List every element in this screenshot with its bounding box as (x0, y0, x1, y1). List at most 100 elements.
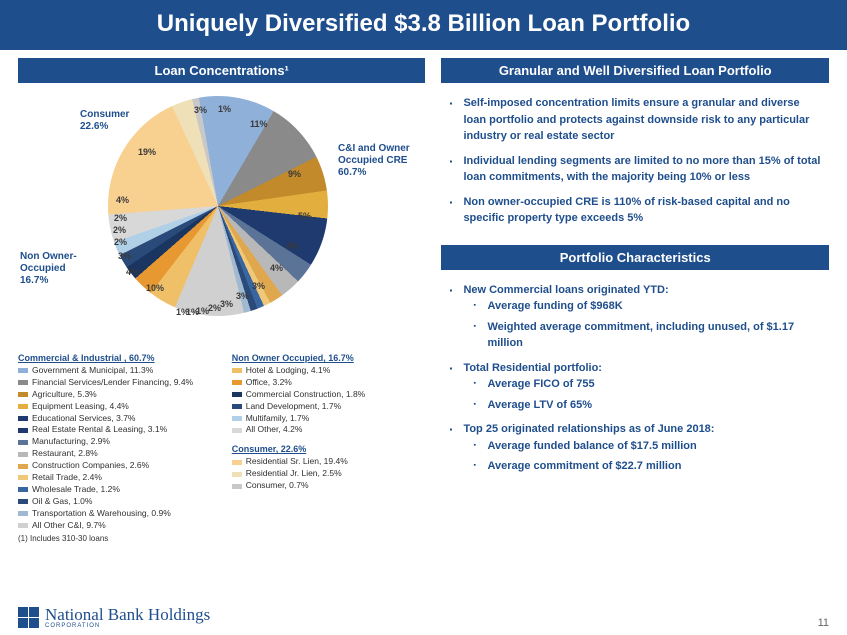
page-number: 11 (818, 617, 829, 629)
legend-ci-column: Commercial & Industrial , 60.7% Governme… (18, 353, 212, 531)
legend-con-header: Consumer, 22.6% (232, 444, 426, 454)
pie-slice-label: 3% (194, 105, 207, 115)
legend-item: Equipment Leasing, 4.4% (18, 401, 212, 413)
legend-label: All Other, 4.2% (246, 424, 303, 436)
bullet-subitem: Average funding of $968K (463, 298, 823, 315)
pie-slice-label: 4% (126, 267, 139, 277)
pie-chart-area: 11%9%5%4%4%3%3%3%2%1%1%1%10%4%3%2%2%2%4%… (18, 91, 425, 351)
legend-swatch (232, 460, 242, 465)
legend-item: All Other, 4.2% (232, 424, 426, 436)
legend-item: Land Development, 1.7% (232, 401, 426, 413)
legend-ci-header: Commercial & Industrial , 60.7% (18, 353, 212, 363)
legend-item: All Other C&I, 9.7% (18, 520, 212, 532)
bullet-subitem: Average FICO of 755 (463, 376, 823, 393)
legend: Commercial & Industrial , 60.7% Governme… (18, 353, 425, 531)
footnote: (1) Includes 310-30 loans (18, 534, 425, 543)
pie-slice-label: 2% (113, 225, 126, 235)
page-title: Uniquely Diversified $3.8 Billion Loan P… (0, 0, 847, 50)
legend-item: Agriculture, 5.3% (18, 389, 212, 401)
legend-swatch (18, 392, 28, 397)
pie-category-label: Consumer22.6% (80, 109, 129, 133)
bullet-item: New Commercial loans originated YTD:Aver… (447, 282, 823, 352)
bullet-item: Non owner-occupied CRE is 110% of risk-b… (447, 194, 823, 227)
loan-concentrations-header: Loan Concentrations¹ (18, 58, 425, 83)
legend-label: Land Development, 1.7% (246, 401, 341, 413)
pie-slice-label: 4% (116, 195, 129, 205)
pie-slice-label: 1% (176, 307, 189, 317)
legend-swatch (18, 464, 28, 469)
legend-swatch (232, 404, 242, 409)
pie-category-label: Non Owner-Occupied16.7% (20, 251, 77, 287)
legend-noo-header: Non Owner Occupied, 16.7% (232, 353, 426, 363)
legend-item: Residential Jr. Lien, 2.5% (232, 468, 426, 480)
legend-label: Office, 3.2% (246, 377, 292, 389)
legend-item: Office, 3.2% (232, 377, 426, 389)
legend-item: Real Estate Rental & Leasing, 3.1% (18, 424, 212, 436)
pie-slice-label: 19% (138, 147, 156, 157)
pie-category-label: C&I and OwnerOccupied CRE60.7% (338, 143, 410, 179)
legend-right-column: Non Owner Occupied, 16.7% Hotel & Lodgin… (232, 353, 426, 531)
pie-slice-label: 2% (208, 303, 221, 313)
pie-slice-label: 10% (146, 283, 164, 293)
legend-swatch (18, 440, 28, 445)
characteristics-header: Portfolio Characteristics (441, 245, 829, 270)
logo: National Bank Holdings CORPORATION (18, 606, 210, 629)
legend-item: Educational Services, 3.7% (18, 413, 212, 425)
pie-slice-label: 3% (252, 281, 265, 291)
legend-swatch (18, 368, 28, 373)
legend-label: Manufacturing, 2.9% (32, 436, 110, 448)
left-column: Loan Concentrations¹ 11%9%5%4%4%3%3%3%2%… (18, 58, 425, 543)
legend-swatch (18, 499, 28, 504)
legend-swatch (18, 428, 28, 433)
pie-slice-label: 4% (286, 241, 299, 251)
legend-item: Retail Trade, 2.4% (18, 472, 212, 484)
bullet-item: Self-imposed concentration limits ensure… (447, 95, 823, 145)
legend-label: Residential Jr. Lien, 2.5% (246, 468, 342, 480)
legend-swatch (232, 368, 242, 373)
legend-swatch (18, 416, 28, 421)
legend-item: Wholesale Trade, 1.2% (18, 484, 212, 496)
legend-item: Consumer, 0.7% (232, 480, 426, 492)
legend-item: Construction Companies, 2.6% (18, 460, 212, 472)
legend-item: Residential Sr. Lien, 19.4% (232, 456, 426, 468)
granular-header: Granular and Well Diversified Loan Portf… (441, 58, 829, 83)
pie-slice-label: 9% (288, 169, 301, 179)
legend-item: Commercial Construction, 1.8% (232, 389, 426, 401)
legend-swatch (18, 523, 28, 528)
legend-swatch (232, 484, 242, 489)
legend-swatch (18, 487, 28, 492)
footer: National Bank Holdings CORPORATION 11 (18, 606, 829, 629)
logo-icon (18, 607, 39, 628)
legend-label: Restaurant, 2.8% (32, 448, 98, 460)
main-content: Loan Concentrations¹ 11%9%5%4%4%3%3%3%2%… (0, 50, 847, 543)
legend-label: Real Estate Rental & Leasing, 3.1% (32, 424, 167, 436)
bullet-item: Top 25 originated relationships as of Ju… (447, 421, 823, 475)
legend-label: Financial Services/Lender Financing, 9.4… (32, 377, 193, 389)
legend-item: Hotel & Lodging, 4.1% (232, 365, 426, 377)
bullet-item: Total Residential portfolio:Average FICO… (447, 360, 823, 414)
bullets-section-1: Self-imposed concentration limits ensure… (441, 91, 829, 245)
legend-label: Educational Services, 3.7% (32, 413, 135, 425)
bullet-subitem: Average commitment of $22.7 million (463, 458, 823, 475)
legend-item: Financial Services/Lender Financing, 9.4… (18, 377, 212, 389)
pie-slice-label: 3% (220, 299, 233, 309)
legend-label: Residential Sr. Lien, 19.4% (246, 456, 348, 468)
legend-swatch (18, 511, 28, 516)
legend-label: Equipment Leasing, 4.4% (32, 401, 129, 413)
legend-label: Hotel & Lodging, 4.1% (246, 365, 331, 377)
pie-slice-label: 5% (298, 211, 311, 221)
bullets-section-2: New Commercial loans originated YTD:Aver… (441, 278, 829, 493)
pie-slice-label: 1% (218, 104, 231, 114)
legend-swatch (232, 472, 242, 477)
legend-label: Wholesale Trade, 1.2% (32, 484, 120, 496)
legend-label: Construction Companies, 2.6% (32, 460, 149, 472)
legend-label: Consumer, 0.7% (246, 480, 309, 492)
legend-label: Agriculture, 5.3% (32, 389, 97, 401)
legend-label: Transportation & Warehousing, 0.9% (32, 508, 171, 520)
legend-swatch (18, 380, 28, 385)
legend-item: Oil & Gas, 1.0% (18, 496, 212, 508)
bullet-subitem: Average LTV of 65% (463, 397, 823, 414)
bullet-subitem: Average funded balance of $17.5 million (463, 438, 823, 455)
pie-slice-label: 3% (236, 291, 249, 301)
legend-swatch (18, 404, 28, 409)
